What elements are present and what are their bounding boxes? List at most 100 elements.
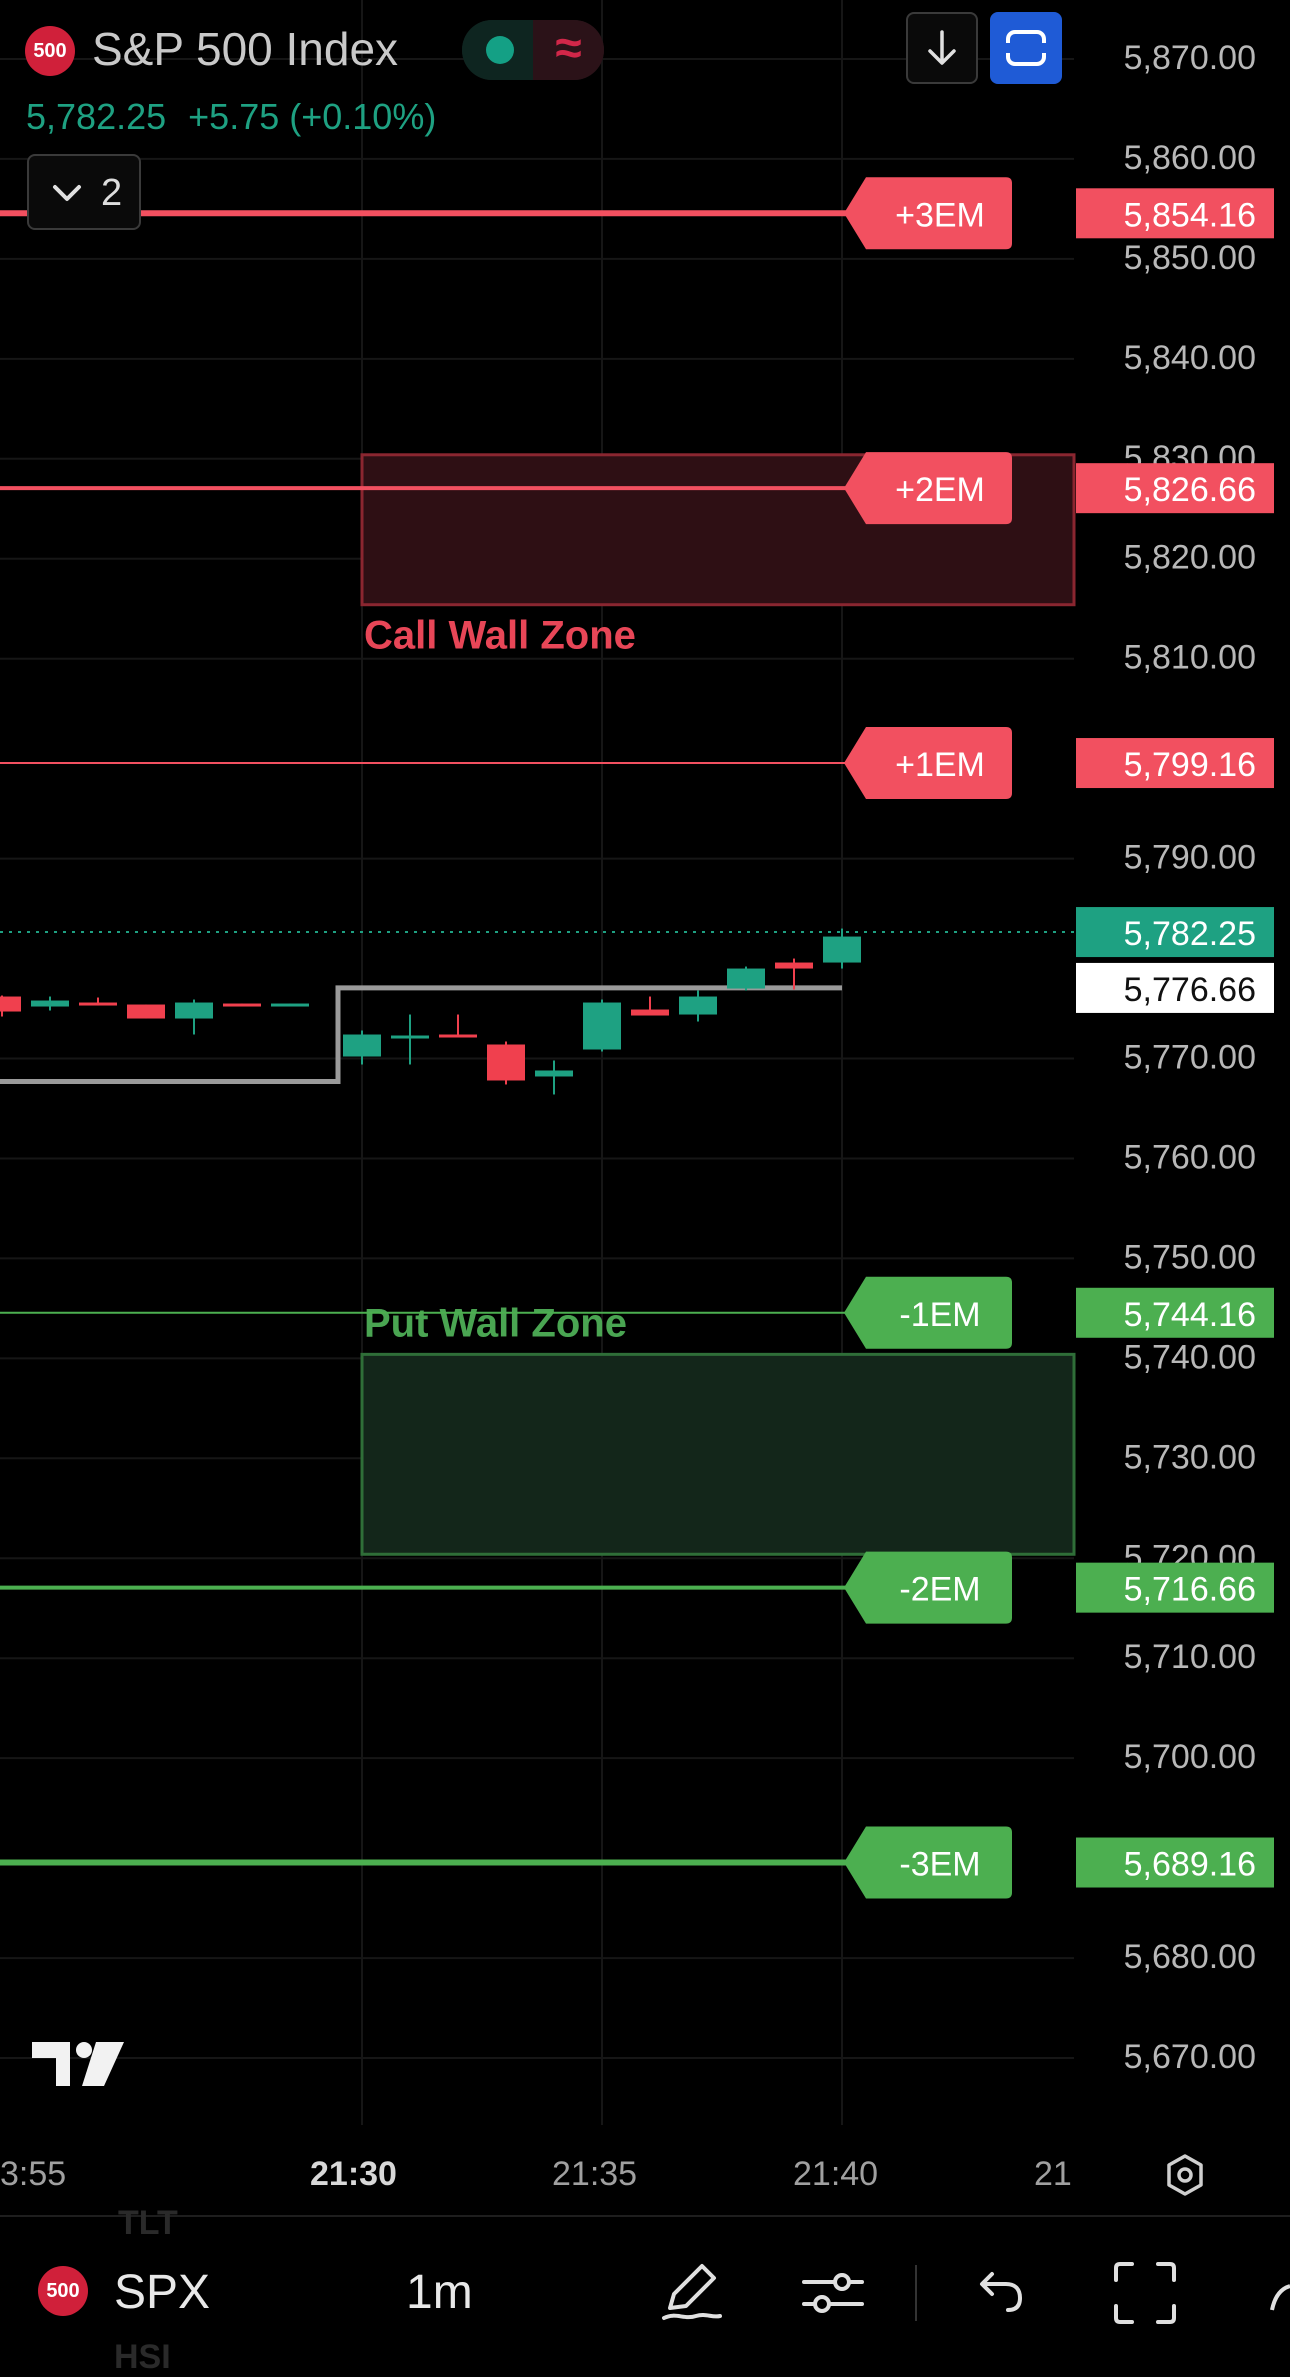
em-flag	[844, 1276, 1012, 1349]
fullscreen-icon	[1114, 2262, 1176, 2324]
em-flag-label: -3EM	[899, 1846, 980, 1884]
y-tick-label: 5,700.00	[1124, 1738, 1256, 1776]
ref-price-label: 5,776.66	[1124, 971, 1256, 1009]
em-flag	[844, 452, 1012, 525]
settings-icon	[1167, 2154, 1203, 2196]
candle-body	[535, 1070, 573, 1077]
price-badge	[1076, 188, 1274, 239]
indicators-button[interactable]	[798, 2258, 868, 2333]
symbol-name[interactable]: S&P 500 Index	[92, 23, 399, 75]
price-badge-label: 5,716.66	[1124, 1571, 1256, 1609]
y-tick-label: 5,840.00	[1124, 339, 1256, 377]
y-tick-label: 5,860.00	[1124, 139, 1256, 177]
symbol-badge[interactable]: 500	[25, 26, 75, 76]
candle-body	[727, 968, 765, 989]
last-price-label: 5,782.25	[1124, 915, 1256, 953]
candle-body	[391, 1035, 429, 1039]
candle-body	[31, 1000, 69, 1007]
drawing-tools-button[interactable]	[656, 2256, 726, 2331]
y-tick-label: 5,750.00	[1124, 1238, 1256, 1276]
bottom-toolbar	[0, 2215, 1290, 2372]
price-badge	[1076, 738, 1274, 789]
watchlist-ghost-item: TLT	[118, 2204, 178, 2242]
chart-settings-button[interactable]	[1160, 2150, 1210, 2205]
fullscreen-toggle-button[interactable]	[990, 12, 1062, 84]
y-tick-label: 5,790.00	[1124, 839, 1256, 877]
em-flag-label: +3EM	[895, 196, 985, 234]
x-tick-label: 21:30	[310, 2155, 397, 2193]
ref-price-badge	[1076, 962, 1274, 1013]
x-tick-label: 3:55	[0, 2155, 67, 2193]
toolbar-symbol-badge[interactable]: 500	[38, 2266, 88, 2316]
tradingview-logo-icon	[32, 2042, 124, 2086]
undo-icon	[980, 2272, 1023, 2312]
em-flag	[844, 727, 1012, 800]
more-tools-edge[interactable]	[1268, 2276, 1290, 2321]
y-tick-label: 5,770.00	[1124, 1039, 1256, 1077]
candle-body	[631, 1009, 669, 1016]
price-badge-label: 5,854.16	[1124, 196, 1256, 234]
em-flag-label: -2EM	[899, 1571, 980, 1609]
candle-body	[223, 1003, 261, 1007]
price-badge-label: 5,826.66	[1124, 471, 1256, 509]
zones: Call Wall Zone Put Wall Zone	[360, 453, 1076, 1556]
em-flag-label: +2EM	[895, 471, 985, 509]
zone-label: Put Wall Zone	[364, 1301, 627, 1345]
candle-body	[823, 936, 861, 963]
reference-line	[0, 931, 1074, 1084]
watchlist-ghost-item: HSI	[114, 2338, 171, 2376]
y-tick-label: 5,870.00	[1124, 39, 1256, 77]
y-tick-label: 5,670.00	[1124, 2038, 1256, 2076]
change-value: +5.75 (+0.10%)	[188, 96, 437, 137]
zone-label: Call Wall Zone	[364, 614, 636, 658]
symbol-button[interactable]: SPX	[114, 2266, 211, 2319]
candle-body	[127, 1004, 165, 1019]
chevron-down-icon	[51, 176, 83, 219]
y-tick-label: 5,820.00	[1124, 539, 1256, 577]
candle-body	[487, 1044, 525, 1081]
price-badge-label: 5,744.16	[1124, 1296, 1256, 1334]
price-badge	[1076, 1562, 1274, 1613]
y-tick-label: 5,740.00	[1124, 1338, 1256, 1376]
price-badge-label: 5,799.16	[1124, 746, 1256, 784]
y-tick-label: 5,710.00	[1124, 1638, 1256, 1676]
timeframe-button[interactable]: 1m	[406, 2266, 473, 2319]
candle-body	[175, 1002, 213, 1019]
x-tick-label: 21:40	[793, 2155, 879, 2193]
undo-button[interactable]	[966, 2262, 1030, 2331]
y-tick-label: 5,850.00	[1124, 239, 1256, 277]
toggle-right[interactable]: ≈	[533, 20, 604, 80]
scroll-to-latest-button[interactable]	[906, 12, 978, 84]
price-badge	[1076, 463, 1274, 514]
y-tick-label: 5,680.00	[1124, 1938, 1256, 1976]
price-badge	[1076, 1287, 1274, 1338]
candle-body	[343, 1034, 381, 1057]
candles	[0, 928, 861, 1095]
em-flag	[844, 1826, 1012, 1899]
candle-body	[79, 1002, 117, 1006]
toggle-left[interactable]	[462, 20, 533, 80]
indicators-collapse-button[interactable]: 2	[27, 154, 141, 230]
status-dot-icon	[486, 36, 514, 64]
price-change: 5,782.25 +5.75 (+0.10%)	[26, 96, 436, 138]
price-badge	[1076, 1837, 1274, 1888]
em-flag	[844, 1551, 1012, 1624]
toolbar-divider	[915, 2265, 917, 2321]
price-badge-label: 5,689.16	[1124, 1846, 1256, 1884]
y-axis: 5,870.005,860.005,850.005,840.005,830.00…	[1124, 39, 1256, 2076]
last-price-badge	[1076, 907, 1274, 958]
sliders-icon	[802, 2273, 864, 2313]
fullscreen-button[interactable]	[1110, 2258, 1180, 2333]
em-lines: +3EM +2EM +1EM -1EM -2EM -3EM	[0, 177, 1012, 1899]
x-tick-label: 21:35	[552, 2155, 638, 2193]
download-icon	[928, 30, 956, 65]
tradingview-logo[interactable]	[32, 2040, 128, 2095]
em-flag	[844, 177, 1012, 250]
indicator-toggle[interactable]: ≈	[462, 20, 604, 80]
zone-box	[360, 1352, 1076, 1556]
price-badges: 5,854.16 5,826.66 5,799.16 5,744.16 5,716.66…	[1076, 188, 1274, 1888]
candle-body	[583, 1002, 621, 1050]
x-tick-label: 21	[1034, 2155, 1072, 2193]
price-chart[interactable]: Call Wall Zone Put Wall Zone +3EM +2EM +1EM…	[0, 0, 1290, 2220]
fullscreen-toggle-icon	[1002, 30, 1050, 66]
